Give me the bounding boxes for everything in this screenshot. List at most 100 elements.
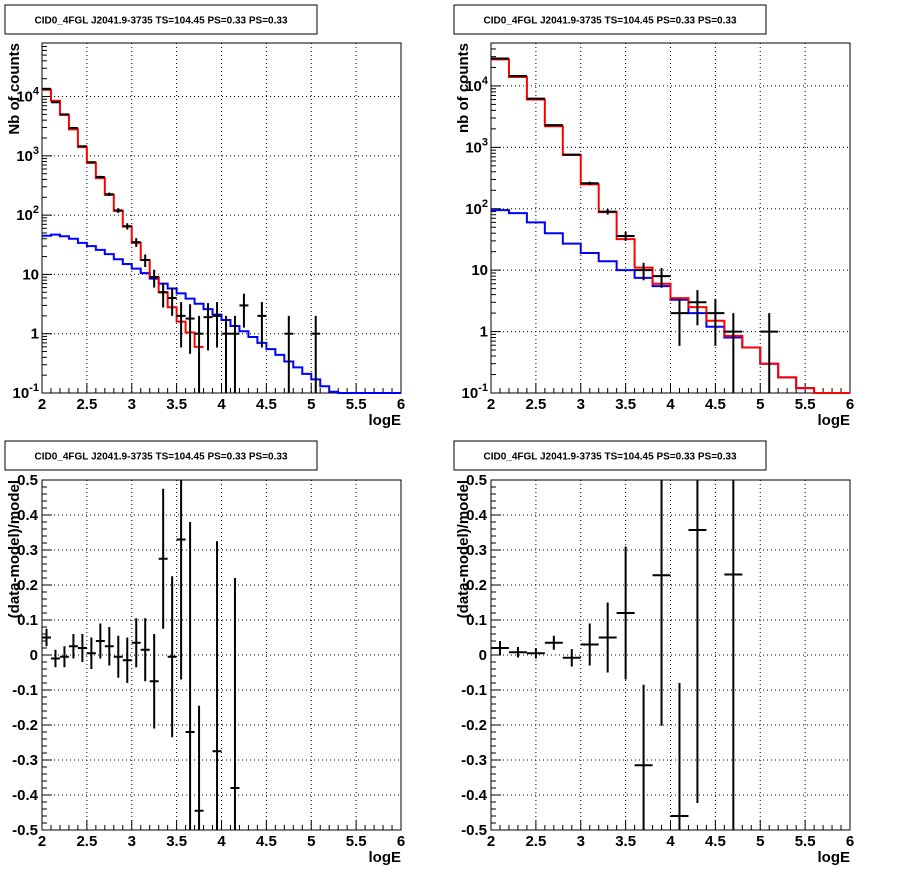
data-point (212, 302, 222, 348)
data-point (95, 623, 105, 659)
data-point (221, 315, 231, 393)
x-tick-label: 3.5 (615, 833, 636, 850)
data-point (194, 705, 204, 830)
data-point (598, 208, 617, 215)
data-point (113, 635, 123, 678)
x-tick-label: 2.5 (76, 833, 97, 850)
x-axis-label: logE (369, 849, 402, 866)
data-point (185, 522, 195, 830)
data-point (706, 298, 725, 346)
x-tick-label: 2.5 (525, 396, 546, 413)
chart-title: CID0_4FGL J2041.9-3735 TS=104.45 PS=0.33… (483, 16, 736, 27)
y-tick-label: -0.5 (12, 822, 38, 839)
y-tick-label: -0.2 (12, 717, 38, 734)
y-tick-label: 10-1 (462, 382, 488, 402)
data-point (122, 637, 132, 683)
x-tick-label: 5 (756, 396, 764, 413)
y-tick-label: 0.4 (17, 507, 39, 524)
data-point (68, 126, 78, 129)
x-tick-label: 4 (217, 396, 226, 413)
y-tick-label: -0.4 (12, 787, 39, 804)
title-box (453, 4, 767, 35)
x-tick-label: 4 (666, 396, 675, 413)
data-point (149, 634, 159, 729)
x-tick-label: 4 (666, 833, 675, 850)
data-point (652, 268, 671, 288)
y-tick-label: 0.4 (466, 507, 488, 524)
y-tick-label: 104 (16, 86, 40, 106)
y-tick-label: 0.5 (17, 472, 38, 489)
total-model-curve (42, 88, 204, 348)
x-tick-label: 3 (577, 833, 585, 850)
x-tick-label: 6 (846, 396, 854, 413)
y-tick-label: 103 (16, 145, 39, 165)
data-point (140, 618, 150, 682)
data-point (311, 315, 321, 393)
data-point (158, 282, 168, 308)
x-tick-label: 6 (397, 833, 405, 850)
x-tick-label: 2.5 (525, 833, 546, 850)
y-tick-label: 104 (465, 75, 489, 95)
data-point (167, 576, 177, 738)
data-point (194, 315, 204, 393)
data-point (77, 634, 87, 662)
x-axis-label: logE (818, 412, 851, 429)
data-point (508, 646, 527, 658)
data-point (688, 290, 707, 326)
data-point (176, 480, 186, 680)
data-point (257, 302, 267, 348)
data-point (68, 634, 78, 659)
x-tick-label: 2 (487, 396, 495, 413)
data-point (562, 649, 581, 667)
y-tick-label: -0.3 (461, 752, 487, 769)
x-tick-label: 5.5 (795, 833, 816, 850)
data-point (634, 262, 653, 281)
x-axis-label: logE (369, 412, 402, 429)
x-tick-label: 2 (487, 833, 495, 850)
y-tick-label: 0 (30, 647, 38, 664)
data-point (176, 302, 186, 348)
data-point (670, 683, 689, 830)
data-point (598, 602, 617, 673)
x-tick-label: 3.5 (166, 396, 187, 413)
data-point (724, 313, 743, 393)
y-axis-label: (data-model)/model (6, 480, 23, 618)
data-point (158, 488, 168, 629)
x-tick-label: 4.5 (256, 396, 277, 413)
data-point (544, 124, 563, 127)
x-tick-label: 2 (38, 833, 46, 850)
x-tick-label: 2.5 (76, 396, 97, 413)
data-point (131, 238, 141, 247)
y-tick-label: 103 (465, 136, 488, 156)
x-tick-label: 6 (846, 833, 854, 850)
panel-4: CID0_4FGL J2041.9-3735 TS=104.45 PS=0.33… (453, 440, 854, 866)
title-box (4, 440, 318, 471)
data-point (526, 97, 545, 100)
x-tick-label: 4.5 (705, 833, 726, 850)
data-point (86, 161, 96, 164)
data-point (50, 101, 60, 104)
data-point (95, 175, 105, 179)
y-axis-label: Nb of counts (6, 43, 23, 135)
data-point (230, 315, 240, 393)
y-tick-label: -0.3 (12, 752, 38, 769)
chart-title: CID0_4FGL J2041.9-3735 TS=104.45 PS=0.33… (483, 452, 736, 463)
data-point (59, 113, 69, 116)
x-tick-label: 4.5 (705, 396, 726, 413)
total-model-curve (491, 58, 850, 394)
data-point (760, 313, 779, 393)
data-point (688, 480, 707, 804)
data-point (616, 546, 635, 680)
x-tick-label: 4 (217, 833, 226, 850)
data-point (670, 298, 689, 346)
data-point (284, 315, 294, 393)
y-tick-label: -0.2 (461, 717, 487, 734)
data-point (167, 287, 177, 316)
data-point (42, 628, 51, 647)
data-point (562, 153, 581, 156)
data-point (580, 181, 599, 185)
data-point (652, 480, 671, 726)
data-point (724, 480, 743, 830)
x-tick-label: 6 (397, 396, 405, 413)
